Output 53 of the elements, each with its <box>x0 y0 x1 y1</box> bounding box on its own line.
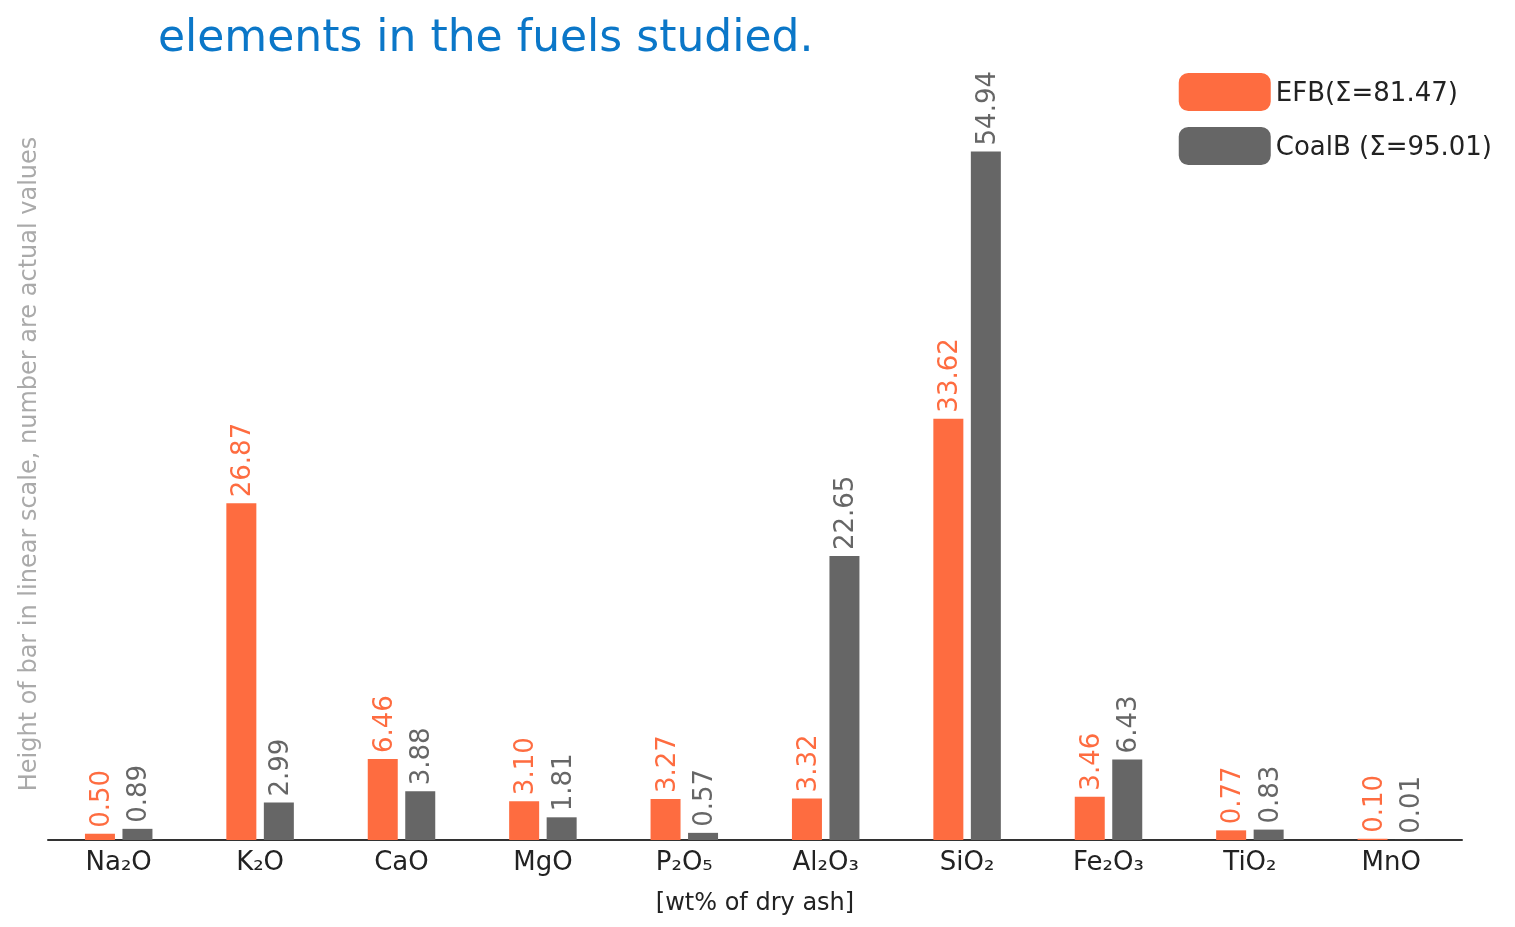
data-label: 0.77 <box>1216 766 1247 825</box>
data-label: 1.81 <box>546 753 577 812</box>
data-label: 3.10 <box>509 737 540 796</box>
data-label: 0.89 <box>122 764 153 823</box>
x-axis-title: [wt% of dry ash] <box>655 888 855 916</box>
data-label: 0.57 <box>688 768 719 827</box>
bar <box>688 832 719 840</box>
bar <box>263 802 294 840</box>
x-tick-label: Al₂O₃ <box>792 846 859 876</box>
data-label: 0.10 <box>1357 774 1388 833</box>
bar <box>933 418 964 840</box>
data-label: 3.27 <box>650 735 681 794</box>
bar <box>509 801 540 840</box>
x-tick-label: Fe₂O₃ <box>1073 846 1144 876</box>
legend-label: CoalB (Σ=95.01) <box>1275 131 1493 161</box>
data-label: 22.65 <box>829 475 860 551</box>
bar <box>84 833 115 840</box>
bar <box>829 556 860 840</box>
bar <box>226 503 257 840</box>
data-label: 3.46 <box>1074 732 1105 791</box>
data-label: 33.62 <box>933 338 964 413</box>
bar <box>791 798 822 840</box>
bar <box>970 151 1001 840</box>
data-label: 6.43 <box>1112 695 1143 754</box>
bar <box>367 759 398 840</box>
x-tick-label: MgO <box>513 846 573 876</box>
data-label: 54.94 <box>970 70 1001 146</box>
bar <box>546 817 577 840</box>
x-tick-label: TiO₂ <box>1222 846 1277 876</box>
bar <box>405 791 436 840</box>
data-label: 26.87 <box>226 422 257 498</box>
legend-label: EFB(Σ=81.47) <box>1275 77 1458 107</box>
bar <box>1253 829 1284 840</box>
x-tick-label: P₂O₅ <box>655 846 713 876</box>
bar <box>1112 759 1143 840</box>
bar <box>650 799 681 840</box>
x-tick-label: MnO <box>1361 846 1421 876</box>
x-tick-label: K₂O <box>236 846 285 876</box>
x-tick-label: Na₂O <box>85 846 152 876</box>
data-label: 3.32 <box>791 734 822 793</box>
y-axis-title: Height of bar in linear scale, number are actual values <box>14 136 42 792</box>
data-label: 3.88 <box>405 727 436 786</box>
x-tick-label: CaO <box>374 846 429 876</box>
bar <box>1074 796 1105 840</box>
bar <box>122 828 153 840</box>
data-label: 2.99 <box>263 738 294 797</box>
bar <box>1216 830 1247 840</box>
x-tick-label: SiO₂ <box>939 846 995 876</box>
data-label: 6.46 <box>367 695 398 754</box>
data-label: 0.01 <box>1395 775 1426 834</box>
chart-title: elements in the fuels studied. <box>158 9 814 61</box>
data-label: 0.83 <box>1253 765 1284 824</box>
data-label: 0.50 <box>84 769 115 828</box>
